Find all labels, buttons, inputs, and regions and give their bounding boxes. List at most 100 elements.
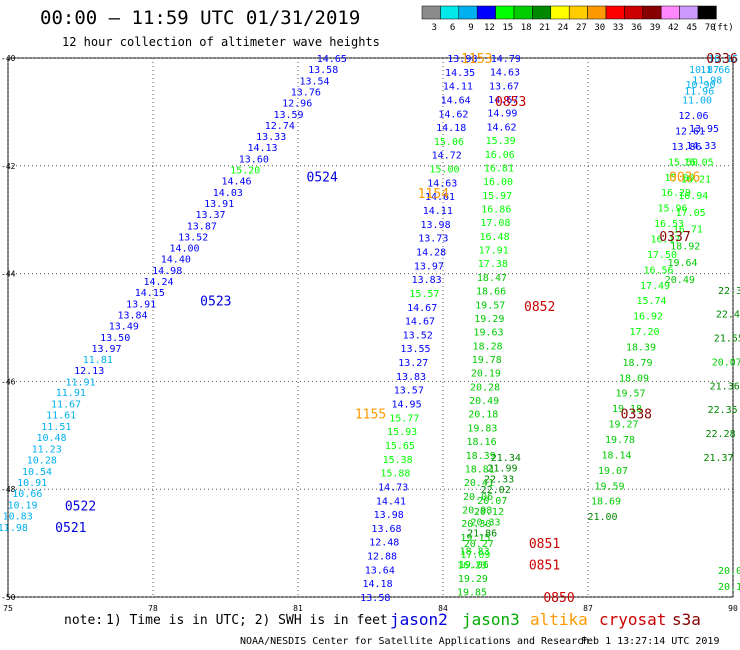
swh-value-label: 11.51 xyxy=(41,422,71,433)
swh-value-label: 14.15 xyxy=(135,288,165,299)
x-tick-label: 81 xyxy=(293,604,303,613)
swh-value-label: 18.81 xyxy=(465,464,495,475)
swh-value-label: 19.07 xyxy=(598,466,628,477)
swh-value-label: 11.91 xyxy=(56,388,86,399)
credit-text: NOAA/NESDIS Center for Satellite Applica… xyxy=(240,636,589,647)
swh-value-label: 13.73 xyxy=(418,234,448,245)
time-label: 1154 xyxy=(418,187,449,202)
colorbar-swatch xyxy=(660,5,680,20)
x-tick-labels: 75 78 81 84 87 90 xyxy=(3,604,738,613)
swh-value-label: 20.06 xyxy=(463,492,493,503)
swh-value-label: 22.33 xyxy=(484,474,514,485)
swh-value-label: 19.78 xyxy=(472,355,502,366)
swh-value-label: 20.98 xyxy=(462,506,492,517)
y-tick-label: -40 xyxy=(1,54,16,63)
swh-value-label: 15.50 xyxy=(668,157,698,168)
swh-value-label: 18.83 xyxy=(460,547,490,558)
swh-value-label: 15.00 xyxy=(429,165,459,176)
swh-value-label: 13.50 xyxy=(100,333,130,344)
swh-value-label: 13.37 xyxy=(195,210,225,221)
colorbar-swatch xyxy=(513,5,533,20)
y-tick-label: -48 xyxy=(1,485,16,494)
swh-value-label: 22.30 xyxy=(718,286,740,297)
colorbar-label: 12 xyxy=(484,23,495,33)
swh-value-label: 13.58 xyxy=(308,65,338,76)
swh-value-label: 10.15 xyxy=(708,54,738,65)
swh-value-label: 14.64 xyxy=(441,95,471,106)
swh-value-label: 14.67 xyxy=(405,317,435,328)
swh-value-label: 13.91 xyxy=(204,199,234,210)
time-label: 0338 xyxy=(621,408,652,423)
swh-value-label: 14.62 xyxy=(438,109,468,120)
swh-value-label: 11.98 xyxy=(0,523,28,534)
note-text: 1) Time is in UTC; 2) SWH is in feet xyxy=(106,613,388,628)
swh-value-label: 20.07 xyxy=(477,496,507,507)
swh-value-label: 19.85 xyxy=(457,588,487,599)
colorbar-swatch xyxy=(440,5,460,20)
swh-value-label: 19.27 xyxy=(608,420,638,431)
swh-value-label: 13.84 xyxy=(117,310,147,321)
swh-value-label: 19.63 xyxy=(473,328,503,339)
colorbar: 3 6 9 12 15 18 21 24 27 30 33 36 39 42 45 70 xyxy=(421,5,717,33)
swh-value-label: 10.28 xyxy=(27,456,57,467)
swh-value-label: 18.28 xyxy=(473,341,503,352)
swh-value-label: 20.18 xyxy=(468,410,498,421)
swh-value-label: 14.62 xyxy=(486,122,516,133)
swh-value-label: 13.64 xyxy=(365,565,395,576)
swh-value-label: 10.90 xyxy=(685,80,715,91)
swh-value-label: 14.35 xyxy=(445,68,475,79)
colorbar-swatch xyxy=(624,5,644,20)
swh-value-label: 14.63 xyxy=(427,178,457,189)
swh-value-label: 16.92 xyxy=(633,312,663,323)
time-labels: 1153 0853 0524 1154 0523 0852 1155 0338 0522 0521… xyxy=(55,52,737,606)
swh-value-label: 11.67 xyxy=(51,399,81,410)
timestamp-text: Feb 1 13:27:14 UTC 2019 xyxy=(581,636,719,647)
swh-value-label: 14.33 xyxy=(686,141,716,152)
chart-title: 00:00 — 11:59 UTC 01/31/2019 xyxy=(40,7,360,29)
time-label: 0521 xyxy=(55,521,86,536)
swh-value-label: 20.41 xyxy=(464,478,494,489)
swh-value-label: 21.34 xyxy=(491,453,521,464)
swh-value-label: 16.05 xyxy=(684,158,714,169)
swh-value-label: 14.28 xyxy=(416,247,446,258)
swh-value-label: 18.92 xyxy=(670,241,700,252)
swh-value-label: 19.57 xyxy=(615,389,645,400)
swh-value-label: 13.67 xyxy=(489,81,519,92)
swh-value-label: 16.86 xyxy=(481,205,511,216)
wave-height-tracks: 11.9810.8310.1910.6610.9110.5410.2811.23… xyxy=(0,54,740,604)
swh-value-label: 11.66 xyxy=(700,65,730,76)
swh-value-label: 11.81 xyxy=(83,355,113,366)
time-label: 0522 xyxy=(65,499,96,514)
swh-value-label: 16.53 xyxy=(654,219,684,230)
swh-value-label: 13.57 xyxy=(394,386,424,397)
swh-value-label: 10.87 xyxy=(689,65,719,76)
swh-value-label: 20.49 xyxy=(469,396,499,407)
plot-frame xyxy=(7,57,734,598)
swh-value-label: 22.40 xyxy=(716,310,740,321)
chart-subtitle: 12 hour collection of altimeter wave hei… xyxy=(62,35,380,49)
swh-value-label: 18.39 xyxy=(466,451,496,462)
colorbar-label: 33 xyxy=(613,23,624,33)
colorbar-label: 6 xyxy=(450,23,455,33)
swh-value-label: 14.63 xyxy=(490,68,520,79)
swh-value-label: 14.13 xyxy=(247,143,277,154)
swh-value-label: 19.06 xyxy=(459,560,489,571)
swh-value-label: 13.91 xyxy=(126,299,156,310)
x-tick-label: 75 xyxy=(3,604,13,613)
swh-value-label: 14.46 xyxy=(221,177,251,188)
time-label: 0524 xyxy=(307,171,338,186)
swh-value-label: 13.68 xyxy=(371,524,401,535)
swh-value-label: 21.99 xyxy=(487,464,517,475)
colorbar-swatch xyxy=(458,5,478,20)
colorbar-label: 45 xyxy=(686,23,697,33)
swh-value-label: 18.69 xyxy=(591,497,621,508)
swh-value-label: 16.56 xyxy=(643,265,673,276)
swh-value-label: 20.28 xyxy=(470,382,500,393)
swh-value-label: 14.95 xyxy=(392,400,422,411)
colorbar-label: 36 xyxy=(631,23,642,33)
swh-value-label: 13.54 xyxy=(299,76,329,87)
colorbar-label: 70 xyxy=(705,23,716,33)
swh-value-label: 18.09 xyxy=(619,373,649,384)
swh-value-label: 17.49 xyxy=(640,281,670,292)
gridlines xyxy=(7,57,734,598)
